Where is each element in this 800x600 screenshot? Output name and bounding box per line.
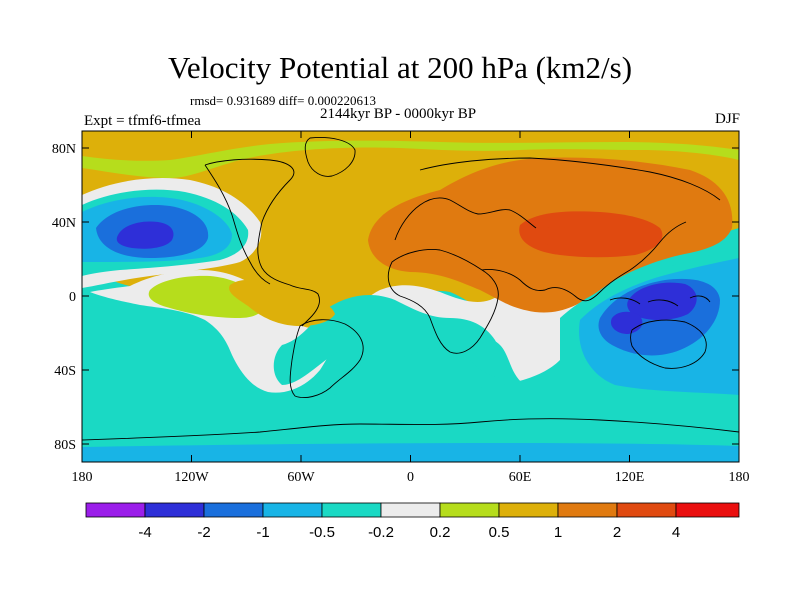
lat-label-40n: 40N [52,216,76,231]
contour-field [82,131,739,462]
season-label: DJF [714,111,740,127]
colorbar-swatch-6 [380,502,441,518]
coast-indonesia [609,295,711,307]
plot-title: Velocity Potential at 200 hPa (km2/s) [167,50,633,85]
colorbar-swatch-1 [85,502,146,518]
lon-label-60e: 60E [509,470,532,485]
lat-label-80n: 80N [52,142,76,157]
period-label: 2144kyr BP - 0000kyr BP [320,106,477,122]
region-neg-weak-indian [82,248,739,462]
coast-africa [387,249,499,354]
lon-tick-labels: 180 120W 60W 0 60E 120E 180 [72,470,750,485]
coast-north-america [204,158,321,327]
colorbar-label-4: -0.5 [309,524,335,541]
lon-label-180e: 180 [729,470,750,485]
colorbar-label-5: -0.2 [368,524,394,541]
lon-label-60w: 60W [287,470,315,485]
colorbar-swatch-9 [557,502,618,518]
region-neg-extreme-indian [627,282,697,320]
stats-label: rmsd= 0.931689 diff= 0.000220613 [190,93,376,108]
colorbar-swatch-7 [439,502,500,518]
lat-label-80s: 80S [54,438,76,453]
colorbar-label-6: 0.2 [430,524,451,541]
colorbar-labels: -4 -2 -1 -0.5 -0.2 0.2 0.5 1 2 4 [138,524,680,541]
experiment-label: Expt = tfmf6-tfmea [84,113,201,129]
lon-label-180w: 180 [72,470,93,485]
lat-tick-marks [82,147,739,445]
colorbar-label-9: 2 [613,524,621,541]
region-neg-extreme-pacific [116,221,174,249]
colorbar-swatches [85,502,740,518]
colorbar-label-8: 1 [554,524,562,541]
coast-asia-south [481,221,687,302]
colorbar-swatch-4 [262,502,323,518]
region-neg-weak-southmid [273,295,512,385]
coast-europe [394,197,537,241]
colorbar-swatch-10 [616,502,677,518]
colorbar: -4 -2 -1 -0.5 -0.2 0.2 0.5 1 2 4 [85,502,740,541]
lat-tick-labels: 80N 40N 0 40S 80S [52,142,76,453]
colorbar-swatch-5 [321,502,382,518]
colorbar-swatch-8 [498,502,559,518]
colorbar-label-10: 4 [672,524,680,541]
lon-label-120w: 120W [174,470,209,485]
lon-tick-marks [81,131,740,462]
coast-antarctica [82,418,739,441]
coast-asia-north [419,157,721,201]
colorbar-label-2: -2 [197,524,210,541]
coastlines [82,137,739,441]
colorbar-swatch-3 [203,502,264,518]
region-pos-medium-cap [82,131,739,161]
coast-west-na [204,164,271,285]
region-pos-medium-pacific [229,279,335,326]
lat-label-40s: 40S [54,364,76,379]
region-neg-medium-south [82,440,739,462]
colorbar-label-1: -4 [138,524,151,541]
lon-label-120e: 120E [615,470,645,485]
region-pos-extreme-eurasia-core [540,226,570,247]
colorbar-swatch-2 [144,502,205,518]
colorbar-label-7: 0.5 [489,524,510,541]
colorbar-label-3: -1 [256,524,269,541]
coast-south-america [289,319,364,399]
colorbar-swatch-11 [675,502,740,518]
lon-label-0: 0 [407,470,414,485]
coast-australia [630,319,707,369]
region-neg-weak-antarctic [82,426,739,447]
coast-greenland [304,137,356,177]
lat-label-0: 0 [69,290,76,305]
